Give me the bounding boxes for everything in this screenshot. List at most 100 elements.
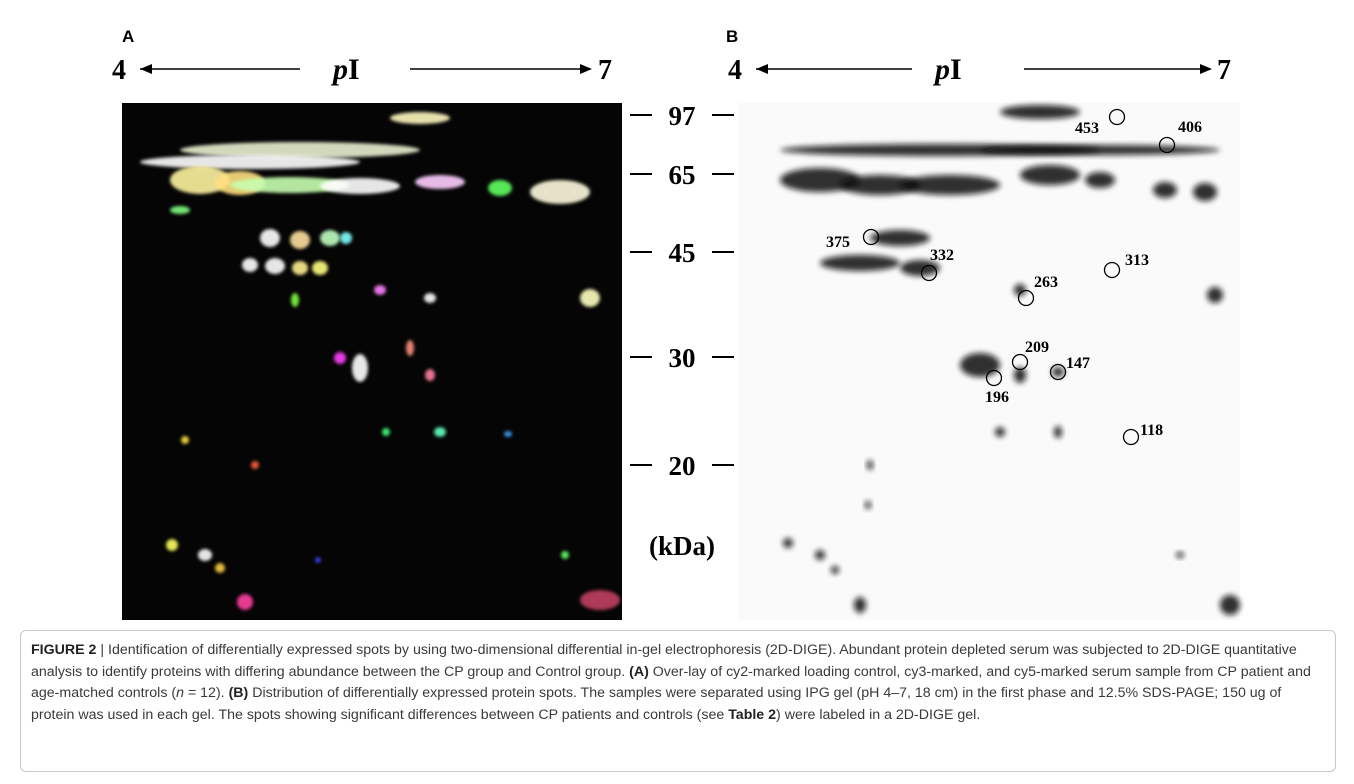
gel-spot — [251, 461, 259, 469]
gel-spot — [180, 142, 420, 158]
spot-label: 453 — [1075, 120, 1099, 137]
mass-unit: (kDa) — [649, 531, 715, 561]
gel-spot — [900, 175, 1000, 195]
gel-spot — [265, 258, 285, 274]
gel-spot — [865, 501, 871, 509]
gel-spot — [237, 594, 253, 610]
caption-ref: (B) — [228, 685, 249, 701]
spot-label: 375 — [826, 234, 850, 251]
gel-spot — [820, 255, 900, 271]
gel-spot — [1000, 105, 1080, 119]
spot-circle — [1103, 261, 1121, 279]
gel-spot — [291, 293, 299, 307]
spot-label: 263 — [1034, 274, 1058, 291]
gel-spot — [312, 261, 328, 275]
gel-spot — [783, 538, 793, 548]
gel-spot — [1014, 367, 1026, 383]
gel-spot — [980, 145, 1220, 155]
spot-label: 209 — [1025, 339, 1049, 356]
ph-left: 4 — [728, 55, 742, 86]
gel-spot — [424, 293, 436, 303]
gel-a-spots — [140, 112, 620, 610]
ph-right: 7 — [1217, 55, 1231, 86]
gel-spot — [320, 178, 400, 194]
gel-spot — [260, 229, 280, 247]
caption: FIGURE 2 | Identification of differentia… — [20, 630, 1336, 772]
gel-spot — [1052, 367, 1064, 377]
mass-markers: 97 65 45 30 20 (kDa) — [630, 101, 734, 561]
gel-spot — [1153, 182, 1177, 198]
gel-spot — [198, 549, 212, 561]
spot-circle — [862, 228, 880, 246]
spot-circle — [1049, 363, 1067, 381]
spot-circle — [1011, 353, 1029, 371]
gel-spot — [292, 261, 308, 275]
gel-spot — [170, 166, 230, 194]
mass-label: 65 — [669, 160, 696, 190]
gel-spot — [140, 155, 360, 169]
gel-b-spots — [780, 105, 1240, 615]
gel-spot — [561, 551, 569, 559]
gel-spot — [1207, 287, 1223, 303]
arrow-head — [140, 64, 152, 74]
ph-label-i: I — [348, 53, 360, 86]
mass-label: 20 — [669, 451, 696, 481]
mass-label: 30 — [669, 343, 696, 373]
spot-circle — [920, 264, 938, 282]
spot-circle — [1017, 289, 1035, 307]
spot-circle — [985, 369, 1003, 387]
gel-spot — [831, 566, 839, 574]
panel-letter: B — [726, 27, 738, 46]
gel-spot — [840, 175, 920, 195]
ph-label-p: p — [330, 53, 348, 86]
caption-text: ) were labeled in a 2D-DIGE gel. — [776, 706, 981, 723]
caption-ref: Table 2 — [728, 706, 777, 723]
gel-spot — [170, 206, 190, 214]
gel-spot — [870, 230, 930, 246]
spot-label: 147 — [1066, 355, 1090, 372]
gel-spot — [230, 177, 350, 193]
gel-spot — [315, 557, 321, 563]
gel-spot — [1085, 172, 1115, 188]
caption-text: = 12). — [184, 685, 229, 701]
gel-spot — [242, 258, 258, 272]
gel-spot — [215, 563, 225, 573]
spot-circle — [1108, 108, 1126, 126]
gel-spot — [960, 353, 1000, 377]
gel-spot — [166, 539, 178, 551]
gel-spot — [434, 427, 446, 437]
gel-spot — [334, 352, 346, 364]
gel-spot — [580, 289, 600, 307]
gel-spot — [181, 436, 189, 444]
gel-spot — [1020, 165, 1080, 185]
gel-spot — [425, 369, 435, 381]
gel-spot — [390, 112, 450, 124]
gel-spot — [1220, 595, 1240, 615]
gel-spot — [320, 230, 340, 246]
gel-spot — [580, 590, 620, 610]
spot-label: 313 — [1125, 252, 1149, 269]
caption-text: Over-lay of cy2-marked loading control, … — [31, 663, 1311, 702]
caption-label: FIGURE 2 — [31, 642, 97, 658]
gel-spot — [815, 550, 825, 560]
gel-spot — [854, 597, 866, 613]
arrow-head — [756, 64, 768, 74]
spot-label: 332 — [930, 247, 954, 264]
spot-labels: 453 406 375 332 263 313 209 147 196 118 — [826, 108, 1202, 446]
gel-spot — [1193, 183, 1217, 201]
panel-letter: A — [122, 27, 134, 46]
ph-right: 7 — [598, 55, 612, 86]
gel-spot — [290, 231, 310, 249]
mass-label: 97 — [669, 101, 696, 131]
ph-label: pI — [932, 53, 962, 86]
caption-ref: (A) — [629, 663, 649, 680]
gel-spot — [995, 427, 1005, 437]
spot-label: 196 — [985, 389, 1009, 406]
gel-spot — [504, 431, 512, 437]
caption-text: Distribution of differentially expressed… — [31, 685, 1282, 723]
gel-spot — [867, 460, 873, 470]
gel-spot — [415, 175, 465, 189]
caption-italic: n — [176, 685, 184, 701]
